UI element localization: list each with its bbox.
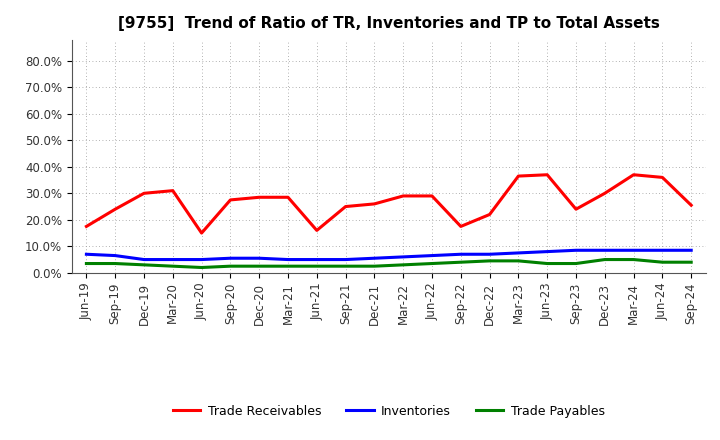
Trade Receivables <box>111 206 120 212</box>
Trade Receivables <box>226 197 235 202</box>
Trade Payables <box>543 261 552 266</box>
Trade Payables <box>226 264 235 269</box>
Trade Receivables <box>399 193 408 198</box>
Inventories <box>197 257 206 262</box>
Trade Receivables <box>370 201 379 206</box>
Inventories <box>312 257 321 262</box>
Trade Payables <box>687 260 696 265</box>
Inventories <box>370 256 379 261</box>
Line: Inventories: Inventories <box>86 250 691 260</box>
Inventories <box>399 254 408 260</box>
Trade Receivables <box>341 204 350 209</box>
Trade Payables <box>341 264 350 269</box>
Inventories <box>572 248 580 253</box>
Trade Payables <box>658 260 667 265</box>
Inventories <box>226 256 235 261</box>
Trade Receivables <box>687 202 696 208</box>
Trade Receivables <box>168 188 177 193</box>
Title: [9755]  Trend of Ratio of TR, Inventories and TP to Total Assets: [9755] Trend of Ratio of TR, Inventories… <box>118 16 660 32</box>
Trade Receivables <box>82 224 91 229</box>
Trade Receivables <box>428 193 436 198</box>
Inventories <box>140 257 148 262</box>
Inventories <box>658 248 667 253</box>
Inventories <box>111 253 120 258</box>
Trade Receivables <box>312 228 321 233</box>
Trade Payables <box>428 261 436 266</box>
Trade Receivables <box>255 194 264 200</box>
Trade Receivables <box>456 224 465 229</box>
Trade Payables <box>197 265 206 270</box>
Trade Payables <box>485 258 494 264</box>
Trade Payables <box>399 262 408 268</box>
Trade Payables <box>312 264 321 269</box>
Trade Receivables <box>197 231 206 236</box>
Inventories <box>629 248 638 253</box>
Line: Trade Payables: Trade Payables <box>86 260 691 268</box>
Inventories <box>82 252 91 257</box>
Trade Payables <box>140 262 148 268</box>
Inventories <box>168 257 177 262</box>
Trade Receivables <box>140 191 148 196</box>
Legend: Trade Receivables, Inventories, Trade Payables: Trade Receivables, Inventories, Trade Pa… <box>168 400 610 423</box>
Trade Payables <box>514 258 523 264</box>
Trade Payables <box>255 264 264 269</box>
Inventories <box>687 248 696 253</box>
Trade Payables <box>111 261 120 266</box>
Line: Trade Receivables: Trade Receivables <box>86 175 691 233</box>
Trade Payables <box>572 261 580 266</box>
Inventories <box>341 257 350 262</box>
Trade Payables <box>82 261 91 266</box>
Inventories <box>456 252 465 257</box>
Trade Receivables <box>485 212 494 217</box>
Inventories <box>543 249 552 254</box>
Trade Receivables <box>572 206 580 212</box>
Trade Receivables <box>543 172 552 177</box>
Inventories <box>514 250 523 256</box>
Trade Receivables <box>284 194 292 200</box>
Trade Payables <box>600 257 609 262</box>
Trade Payables <box>370 264 379 269</box>
Inventories <box>600 248 609 253</box>
Inventories <box>255 256 264 261</box>
Trade Payables <box>168 264 177 269</box>
Trade Receivables <box>629 172 638 177</box>
Inventories <box>284 257 292 262</box>
Trade Payables <box>629 257 638 262</box>
Trade Receivables <box>658 175 667 180</box>
Inventories <box>485 252 494 257</box>
Trade Receivables <box>514 173 523 179</box>
Trade Payables <box>456 260 465 265</box>
Trade Payables <box>284 264 292 269</box>
Trade Receivables <box>600 191 609 196</box>
Inventories <box>428 253 436 258</box>
